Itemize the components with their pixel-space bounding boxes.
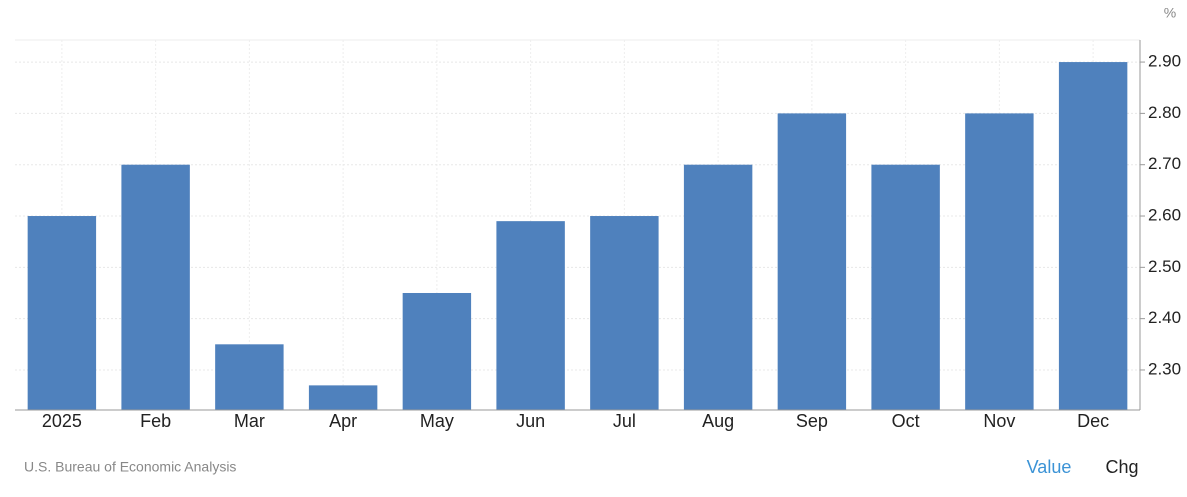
bar — [121, 164, 190, 410]
x-tick-label: Feb — [140, 411, 171, 431]
source: U.S. Bureau of Economic Analysis — [24, 459, 236, 475]
unit-label: % — [1164, 5, 1176, 21]
bar — [965, 113, 1034, 410]
y-tick-label: 2.90 — [1148, 52, 1181, 71]
bar — [308, 385, 378, 410]
bar — [215, 344, 284, 410]
bar — [777, 113, 847, 410]
x-tick-label: Oct — [892, 411, 920, 431]
y-tick-label: 2.60 — [1148, 206, 1181, 225]
value-tab[interactable]: Value — [1027, 457, 1072, 477]
bar — [27, 216, 97, 410]
bar — [1058, 62, 1128, 410]
chg-tab[interactable]: Chg — [1105, 457, 1138, 477]
x-tick-label: Jun — [516, 411, 545, 431]
bar — [683, 164, 753, 410]
bar — [871, 164, 940, 410]
y-tick-label: 2.50 — [1148, 257, 1181, 276]
x-tick-label: 2025 — [42, 411, 82, 431]
x-tick-label: Apr — [329, 411, 357, 431]
x-tick-label: Aug — [702, 411, 734, 431]
y-tick-label: 2.40 — [1148, 308, 1181, 327]
bar — [402, 292, 472, 410]
x-tick-label: Mar — [234, 411, 265, 431]
bar — [496, 221, 565, 410]
x-tick-label: Jul — [613, 411, 636, 431]
x-tick-label: May — [420, 411, 454, 431]
x-tick-label: Sep — [796, 411, 828, 431]
x-tick-label: Dec — [1077, 411, 1109, 431]
bar — [590, 216, 659, 410]
x-tick-label: Nov — [983, 411, 1015, 431]
y-tick-label: 2.30 — [1148, 359, 1181, 378]
y-tick-label: 2.70 — [1148, 154, 1181, 173]
y-tick-label: 2.80 — [1148, 103, 1181, 122]
